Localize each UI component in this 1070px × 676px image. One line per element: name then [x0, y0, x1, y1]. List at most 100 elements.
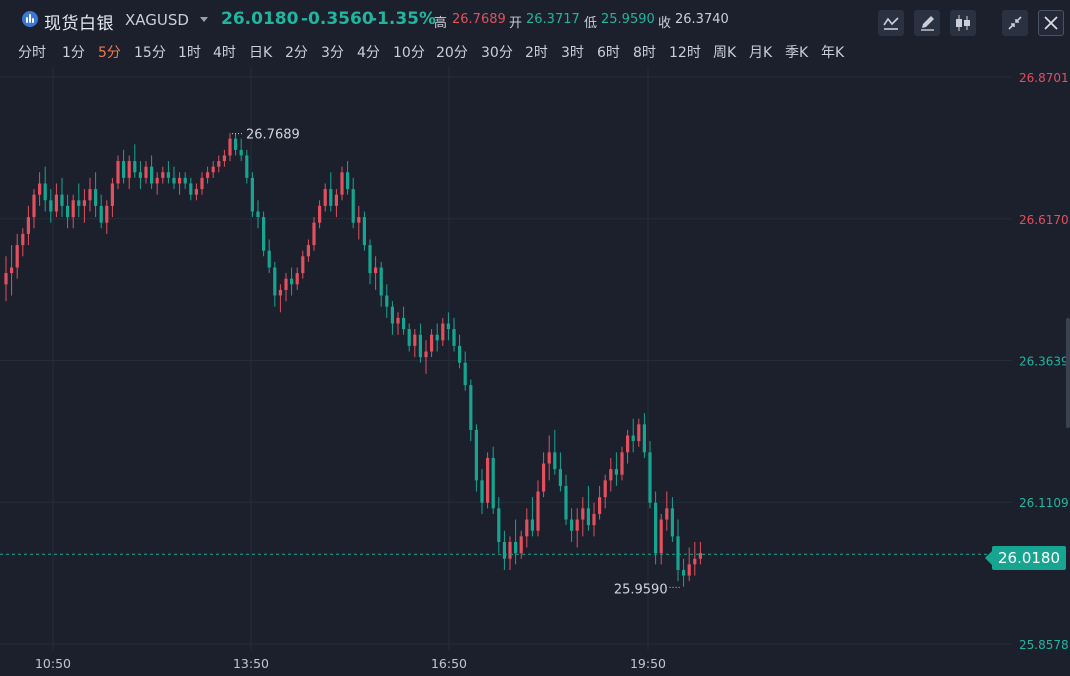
tab-interval[interactable]: 15分	[134, 45, 166, 61]
candle-body	[82, 200, 86, 206]
candle-body	[200, 177, 204, 190]
y-tick-label: 25.8578	[1019, 638, 1069, 652]
last-price-badge: 26.0180	[985, 546, 1066, 570]
draw-pen-icon[interactable]	[914, 10, 940, 36]
tab-interval[interactable]: 周K	[713, 45, 737, 61]
candle-body	[396, 317, 400, 324]
chevron-down-icon[interactable]	[200, 17, 208, 22]
x-tick-label: 10:50	[35, 656, 71, 671]
instrument-code[interactable]: XAGUSD	[125, 11, 189, 29]
candle-body	[407, 329, 411, 346]
candlestick-chart[interactable]: 26.8701 26.6170 26.3639 26.1109 25.8578 10:50…	[0, 66, 1070, 672]
collapse-icon[interactable]	[1002, 10, 1028, 36]
candle-body	[71, 200, 75, 218]
open-label: 开	[509, 16, 523, 31]
tab-interval[interactable]: 30分	[481, 45, 513, 61]
tab-interval[interactable]: 年K	[821, 45, 845, 61]
candle-body	[497, 508, 501, 542]
candle-body	[323, 189, 327, 206]
candle-body	[486, 457, 490, 503]
candle-body	[480, 480, 484, 503]
candle-body	[318, 205, 322, 223]
candle-body	[217, 161, 221, 167]
candle-body	[542, 463, 546, 492]
candle-style-icon[interactable]	[950, 10, 976, 36]
candle-body	[295, 273, 299, 285]
candle-body	[430, 334, 434, 352]
candle-body	[603, 480, 607, 498]
tab-interval[interactable]: 10分	[393, 45, 425, 61]
candle-body	[502, 541, 506, 559]
tab-interval[interactable]: 4时	[213, 45, 236, 61]
tab-interval[interactable]: 5分	[98, 45, 121, 61]
candle-body	[206, 172, 210, 178]
tab-interval[interactable]: 20分	[436, 45, 468, 61]
tab-interval[interactable]: 6时	[597, 45, 620, 61]
candle-body	[474, 429, 478, 481]
tab-interval[interactable]: 2分	[285, 45, 308, 61]
tab-interval[interactable]: 季K	[785, 45, 809, 61]
candle-body	[536, 491, 540, 531]
tab-interval[interactable]: 2时	[525, 45, 548, 61]
tab-interval[interactable]: 4分	[357, 45, 380, 61]
candle-body	[127, 161, 131, 178]
candle-body	[267, 250, 271, 268]
candle-body	[122, 161, 126, 178]
candle-body	[306, 245, 310, 257]
candle-body	[402, 317, 406, 330]
high-label: 高	[434, 16, 448, 31]
chart-svg[interactable]: 26.8701 26.6170 26.3639 26.1109 25.8578 10:50…	[0, 66, 1070, 672]
last-price: 26.0180	[221, 9, 299, 29]
candle-body	[10, 267, 14, 274]
candle-body	[166, 172, 170, 178]
y-tick-label: 26.6170	[1019, 213, 1069, 227]
candle-body	[362, 217, 366, 246]
candle-body	[256, 211, 260, 218]
tab-interval[interactable]: 日K	[249, 45, 273, 61]
candle-body	[301, 256, 305, 274]
candle-body	[346, 172, 350, 190]
candle-body	[49, 200, 53, 212]
chart-scroll-handle[interactable]	[1066, 318, 1070, 428]
candle-body	[553, 452, 557, 470]
x-tick-label: 19:50	[630, 656, 666, 671]
candle-body	[620, 452, 624, 475]
candle-body	[94, 189, 98, 206]
candle-body	[38, 183, 42, 195]
candle-body	[150, 166, 154, 184]
candle-body	[116, 161, 120, 184]
candle-body	[547, 452, 551, 464]
tab-interval[interactable]: 3时	[561, 45, 584, 61]
candle-body	[43, 183, 47, 201]
candle-body	[110, 183, 114, 206]
candle-body	[452, 329, 456, 346]
candle-body	[66, 205, 70, 218]
indicator-icon[interactable]	[878, 10, 904, 36]
candle-body	[514, 541, 518, 554]
candle-body	[144, 166, 148, 178]
tab-interval[interactable]: 分时	[18, 45, 46, 61]
x-tick-label: 16:50	[431, 656, 467, 671]
min-price-label: 25.9590	[614, 582, 668, 597]
tab-interval[interactable]: 3分	[321, 45, 344, 61]
candle-body	[385, 295, 389, 307]
candle-body	[133, 161, 137, 173]
candle-body	[88, 189, 92, 201]
tab-interval[interactable]: 8时	[633, 45, 656, 61]
tab-interval[interactable]: 12时	[669, 45, 701, 61]
max-price-label: 26.7689	[246, 128, 300, 143]
candle-body	[262, 217, 266, 251]
candle-body	[558, 469, 562, 486]
candle-body	[60, 194, 64, 206]
candle-body	[631, 435, 635, 442]
candle-body	[250, 177, 254, 212]
close-icon[interactable]	[1038, 10, 1064, 36]
candle-body	[54, 194, 58, 212]
candle-body	[357, 217, 361, 223]
tab-interval[interactable]: 1分	[62, 45, 85, 61]
candle-body	[463, 362, 467, 386]
tab-interval[interactable]: 月K	[749, 45, 773, 61]
candle-body	[211, 166, 215, 173]
tab-interval[interactable]: 1时	[178, 45, 201, 61]
candle-body	[138, 172, 142, 178]
